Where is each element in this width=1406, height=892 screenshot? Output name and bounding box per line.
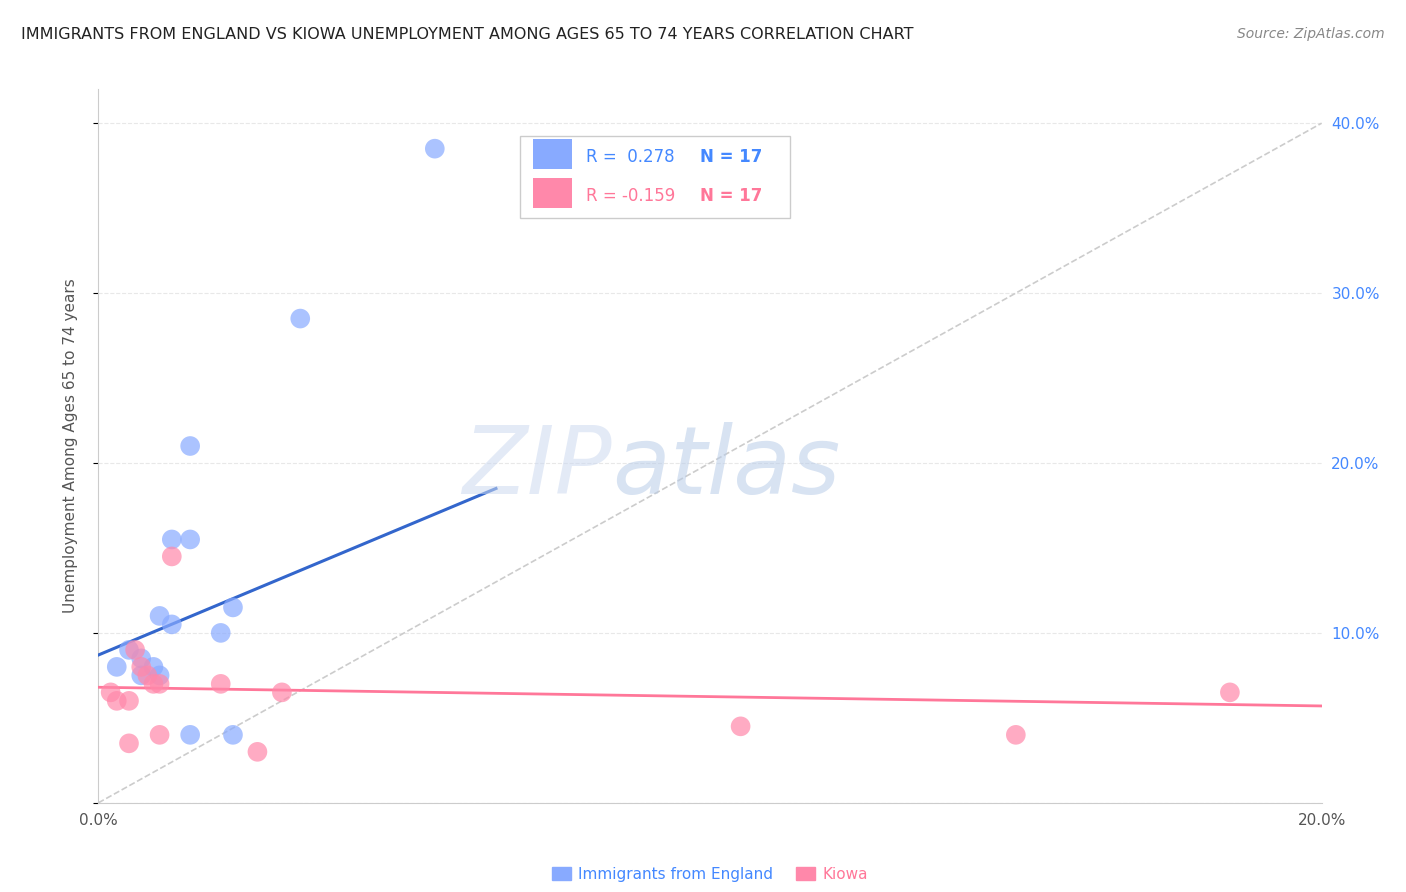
Point — [124, 643, 146, 657]
Point — [118, 643, 141, 657]
Point — [1219, 685, 1241, 699]
Text: N = 17: N = 17 — [700, 148, 762, 166]
Point — [160, 549, 183, 564]
Bar — [533, 178, 572, 208]
Point — [149, 728, 172, 742]
Point — [142, 660, 165, 674]
Point — [222, 600, 245, 615]
Point — [160, 617, 183, 632]
Text: R =  0.278: R = 0.278 — [586, 148, 675, 166]
Point — [222, 728, 245, 742]
Point — [129, 668, 152, 682]
Point — [209, 677, 232, 691]
Point — [179, 439, 201, 453]
Point — [129, 651, 152, 665]
Text: atlas: atlas — [612, 422, 841, 513]
Point — [105, 660, 128, 674]
Legend: Immigrants from England, Kiowa: Immigrants from England, Kiowa — [547, 861, 873, 888]
Point — [100, 685, 122, 699]
Text: N = 17: N = 17 — [700, 187, 762, 205]
Point — [149, 668, 172, 682]
Point — [149, 608, 172, 623]
Text: IMMIGRANTS FROM ENGLAND VS KIOWA UNEMPLOYMENT AMONG AGES 65 TO 74 YEARS CORRELAT: IMMIGRANTS FROM ENGLAND VS KIOWA UNEMPLO… — [21, 27, 914, 42]
Point — [179, 728, 201, 742]
Point — [149, 677, 172, 691]
Y-axis label: Unemployment Among Ages 65 to 74 years: Unemployment Among Ages 65 to 74 years — [63, 278, 77, 614]
Point — [730, 719, 752, 733]
Point — [129, 660, 152, 674]
Point — [118, 736, 141, 750]
Point — [423, 142, 446, 156]
Point — [160, 533, 183, 547]
Bar — [533, 139, 572, 169]
Point — [270, 685, 292, 699]
Point — [105, 694, 128, 708]
Point — [142, 677, 165, 691]
Point — [1004, 728, 1026, 742]
Text: R = -0.159: R = -0.159 — [586, 187, 676, 205]
Point — [179, 533, 201, 547]
Text: ZIP: ZIP — [463, 422, 612, 513]
Point — [246, 745, 269, 759]
Point — [209, 626, 232, 640]
Text: Source: ZipAtlas.com: Source: ZipAtlas.com — [1237, 27, 1385, 41]
Point — [290, 311, 312, 326]
Point — [136, 668, 159, 682]
FancyBboxPatch shape — [520, 136, 790, 218]
Point — [118, 694, 141, 708]
